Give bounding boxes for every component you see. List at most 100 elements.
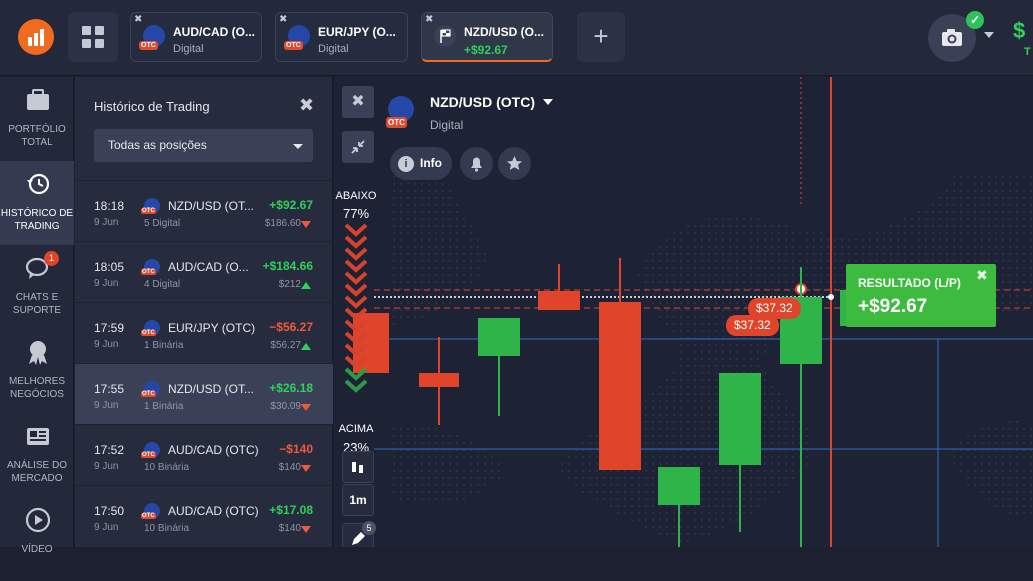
timeframe-button[interactable]: 1m [342, 484, 374, 516]
trade-time: 17:52 [94, 443, 125, 457]
trade-time: 17:55 [94, 382, 125, 396]
trade-date: 9 Jun [94, 339, 119, 350]
logo-icon [28, 29, 44, 46]
close-icon[interactable]: ✖ [299, 95, 315, 115]
trade-row[interactable]: 17:50 9 Jun OTC AUD/CAD (OTC) 10 Binária +$17… [75, 485, 333, 546]
trade-amount: $56.27 [270, 340, 301, 351]
news-icon [27, 428, 49, 445]
sentiment-chevron [344, 283, 368, 297]
trade-row[interactable]: 18:05 9 Jun OTC AUD/CAD (O... 4 Digital +$184… [75, 241, 333, 302]
drawing-tools-button[interactable] [342, 523, 374, 547]
asset-title[interactable]: NZD/USD (OTC) [430, 94, 535, 110]
trade-profit: +$184.66 [262, 259, 313, 273]
star-icon [507, 156, 522, 170]
sidebar-item-label: HISTÓRICO DE TRADING [0, 208, 74, 232]
candles-icon [352, 462, 363, 473]
sidebar: PORTFÓLIO TOTAL HISTÓRICO DE TRADING 1 C… [0, 77, 74, 555]
grid-icon [82, 26, 104, 48]
balance-type: T [1024, 46, 1031, 58]
close-icon[interactable]: ✖ [976, 267, 988, 283]
sentiment-chevron [344, 319, 368, 333]
price-tag: $37.32 [748, 298, 801, 319]
sentiment-chevron [344, 307, 368, 321]
trade-amount: $186.60 [264, 218, 301, 229]
close-icon[interactable]: ✖ [134, 14, 143, 25]
favorite-button[interactable] [498, 147, 531, 180]
candlestick-chart[interactable] [334, 77, 1033, 547]
alert-button[interactable] [460, 147, 493, 180]
trade-amount: $140 [278, 462, 301, 473]
trade-amount: $212 [278, 279, 301, 290]
sidebar-item-market-analysis[interactable]: ANÁLISE DO MERCADO [0, 413, 74, 497]
current-price-dot [828, 294, 834, 300]
asset-tab-aud-cad[interactable]: ✖ OTC AUD/CAD (O... Digital [130, 12, 262, 62]
tab-subtitle: Digital [318, 43, 349, 55]
apps-grid-button[interactable] [68, 12, 118, 62]
arrow-up-icon [301, 282, 311, 289]
trade-row[interactable]: 18:18 9 Jun OTC NZD/USD (OT... 5 Digital +$92… [75, 180, 333, 241]
tools-count-badge: 5 [362, 521, 376, 535]
collapse-icon [351, 140, 365, 154]
sentiment-chevron [344, 247, 368, 261]
close-icon[interactable]: ✖ [425, 14, 434, 25]
trade-profit: −$140 [279, 442, 313, 456]
close-chart-button[interactable]: ✖ [342, 86, 374, 118]
trade-kind: 1 Binária [144, 340, 184, 351]
trade-amount: $30.09 [270, 401, 301, 412]
info-icon: i [398, 156, 414, 172]
add-asset-button[interactable]: + [577, 12, 625, 62]
candle-body [419, 373, 459, 387]
arrow-down-icon [301, 526, 311, 533]
sentiment-chevron [344, 295, 368, 309]
candle-body [599, 302, 641, 470]
chat-icon [25, 257, 49, 279]
chart-area[interactable]: ✖ OTC NZD/USD (OTC) Digital i Info ABAIX… [334, 77, 1033, 547]
trade-row[interactable]: 17:52 9 Jun OTC AUD/CAD (OTC) 10 Binária −$14… [75, 424, 333, 485]
asset-tab-nzd-usd[interactable]: ✖ NZD/USD (O... +$92.67 [421, 12, 553, 62]
history-icon [27, 173, 50, 195]
sidebar-item-trading-history[interactable]: HISTÓRICO DE TRADING [0, 161, 74, 245]
sidebar-item-top-deals[interactable]: MELHORES NEGÓCIOS [0, 329, 74, 413]
sidebar-item-portfolio[interactable]: PORTFÓLIO TOTAL [0, 77, 74, 161]
arrow-down-icon [301, 404, 311, 411]
play-icon [25, 507, 51, 533]
sidebar-item-video[interactable]: VÍDEO [0, 497, 74, 581]
sidebar-item-chat-support[interactable]: 1 CHATS E SUPORTE [0, 245, 74, 329]
tab-title: AUD/CAD (O... [173, 25, 255, 39]
trade-kind: 10 Binária [144, 462, 190, 473]
price-tag: $37.32 [726, 315, 779, 336]
tab-title: NZD/USD (O... [464, 25, 544, 39]
trade-profit: +$92.67 [269, 198, 313, 212]
candle-body [719, 373, 761, 465]
trade-kind: 10 Binária [144, 523, 190, 534]
balance-amount[interactable]: $ [1013, 18, 1026, 43]
tab-title: EUR/JPY (O... [318, 25, 396, 39]
trade-profit: +$17.08 [269, 503, 313, 517]
sentiment-chevron [344, 271, 368, 285]
trade-time: 18:18 [94, 199, 125, 213]
collapse-button[interactable] [342, 131, 374, 163]
trade-row[interactable]: 17:55 9 Jun OTC NZD/USD (OT... 1 Binária +$26… [75, 363, 333, 424]
avatar-camera-button[interactable] [928, 14, 976, 62]
chevron-down-icon [293, 144, 303, 149]
trade-date: 9 Jun [94, 278, 119, 289]
sentiment-chevron [344, 235, 368, 249]
candle-body [538, 291, 580, 310]
result-value: +$92.67 [858, 296, 928, 317]
chevron-down-icon[interactable] [984, 32, 994, 38]
trade-date: 9 Jun [94, 217, 119, 228]
asset-tab-eur-jpy[interactable]: ✖ OTC EUR/JPY (O... Digital [275, 12, 408, 62]
close-icon[interactable]: ✖ [279, 14, 288, 25]
logo[interactable] [18, 19, 54, 55]
unread-badge: 1 [44, 251, 59, 266]
otc-badge: OTC [141, 269, 156, 275]
positions-filter-select[interactable]: Todas as posições [94, 129, 313, 162]
tab-profit: +$92.67 [464, 43, 508, 57]
result-popup[interactable]: RESULTADO (L/P) +$92.67 ✖ [846, 264, 996, 327]
chart-type-button[interactable] [342, 451, 374, 483]
chevron-down-icon[interactable] [543, 99, 553, 105]
trade-row[interactable]: 17:59 9 Jun OTC EUR/JPY (OTC) 1 Binária −$56.… [75, 302, 333, 363]
trade-kind: 4 Digital [144, 279, 181, 290]
candle-body [658, 467, 700, 505]
info-button[interactable]: i Info [390, 147, 452, 180]
